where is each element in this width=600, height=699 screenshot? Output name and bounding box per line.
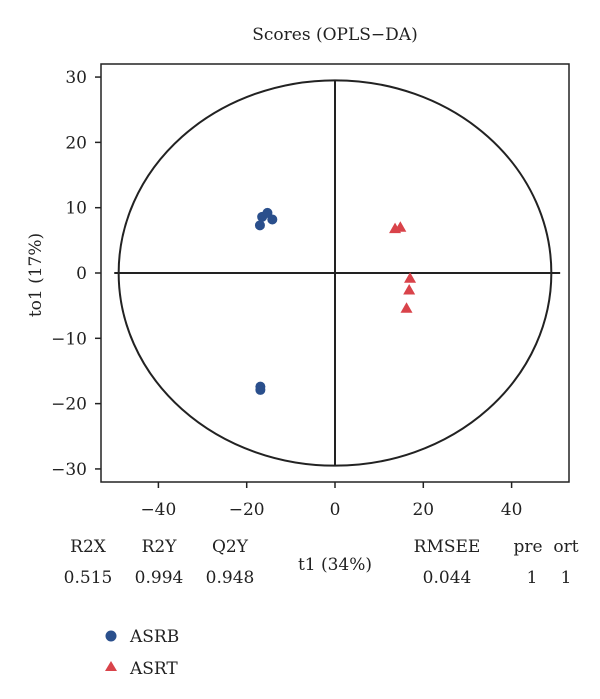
chart-title: Scores (OPLS−DA) bbox=[252, 25, 417, 45]
data-points bbox=[254, 207, 417, 395]
y-tick-label: 0 bbox=[76, 264, 87, 284]
point-asrt bbox=[400, 302, 413, 313]
stat-value-ort: 1 bbox=[561, 568, 572, 588]
x-tick-label: 0 bbox=[330, 500, 341, 520]
legend-marker-asrt bbox=[105, 661, 117, 671]
point-asrb bbox=[254, 220, 265, 231]
y-tick-label: −20 bbox=[51, 395, 87, 415]
x-tick-label: 40 bbox=[501, 500, 523, 520]
point-asrt bbox=[394, 221, 407, 232]
stat-header-rmsee: RMSEE bbox=[414, 537, 481, 557]
x-tick-label: −20 bbox=[229, 500, 265, 520]
point-asrb bbox=[255, 384, 266, 395]
x-axis-label: t1 (34%) bbox=[298, 555, 372, 575]
x-tick-label: −40 bbox=[140, 500, 176, 520]
x-axis-ticks: −40 −20 0 20 40 bbox=[140, 482, 522, 520]
y-axis-ticks: 30 20 10 0 −10 −20 −30 bbox=[51, 68, 101, 480]
point-asrt bbox=[403, 283, 416, 295]
point-asrb bbox=[267, 214, 278, 225]
y-tick-label: 20 bbox=[65, 133, 87, 153]
stat-value-pre: 1 bbox=[527, 568, 538, 588]
legend: ASRB ASRT bbox=[105, 627, 179, 679]
stat-value-rmsee: 0.044 bbox=[423, 568, 472, 588]
y-axis-label: to1 (17%) bbox=[26, 233, 46, 317]
stat-header-q2y: Q2Y bbox=[212, 537, 249, 557]
stat-header-r2y: R2Y bbox=[142, 537, 178, 557]
stat-value-q2y: 0.948 bbox=[206, 568, 255, 588]
y-tick-label: −30 bbox=[51, 460, 87, 480]
y-tick-label: 30 bbox=[65, 68, 87, 88]
legend-label-asrt: ASRT bbox=[129, 659, 178, 679]
stat-value-r2y: 0.994 bbox=[135, 568, 184, 588]
stat-header-ort: ort bbox=[553, 537, 578, 557]
x-tick-label: 20 bbox=[412, 500, 434, 520]
legend-marker-asrb bbox=[105, 630, 117, 642]
y-tick-label: −10 bbox=[51, 329, 87, 349]
stat-header-pre: pre bbox=[513, 537, 542, 557]
point-asrt bbox=[404, 272, 417, 283]
y-tick-label: 10 bbox=[65, 199, 87, 219]
legend-label-asrb: ASRB bbox=[129, 627, 179, 647]
stat-header-r2x: R2X bbox=[70, 537, 107, 557]
stat-value-r2x: 0.515 bbox=[64, 568, 113, 588]
